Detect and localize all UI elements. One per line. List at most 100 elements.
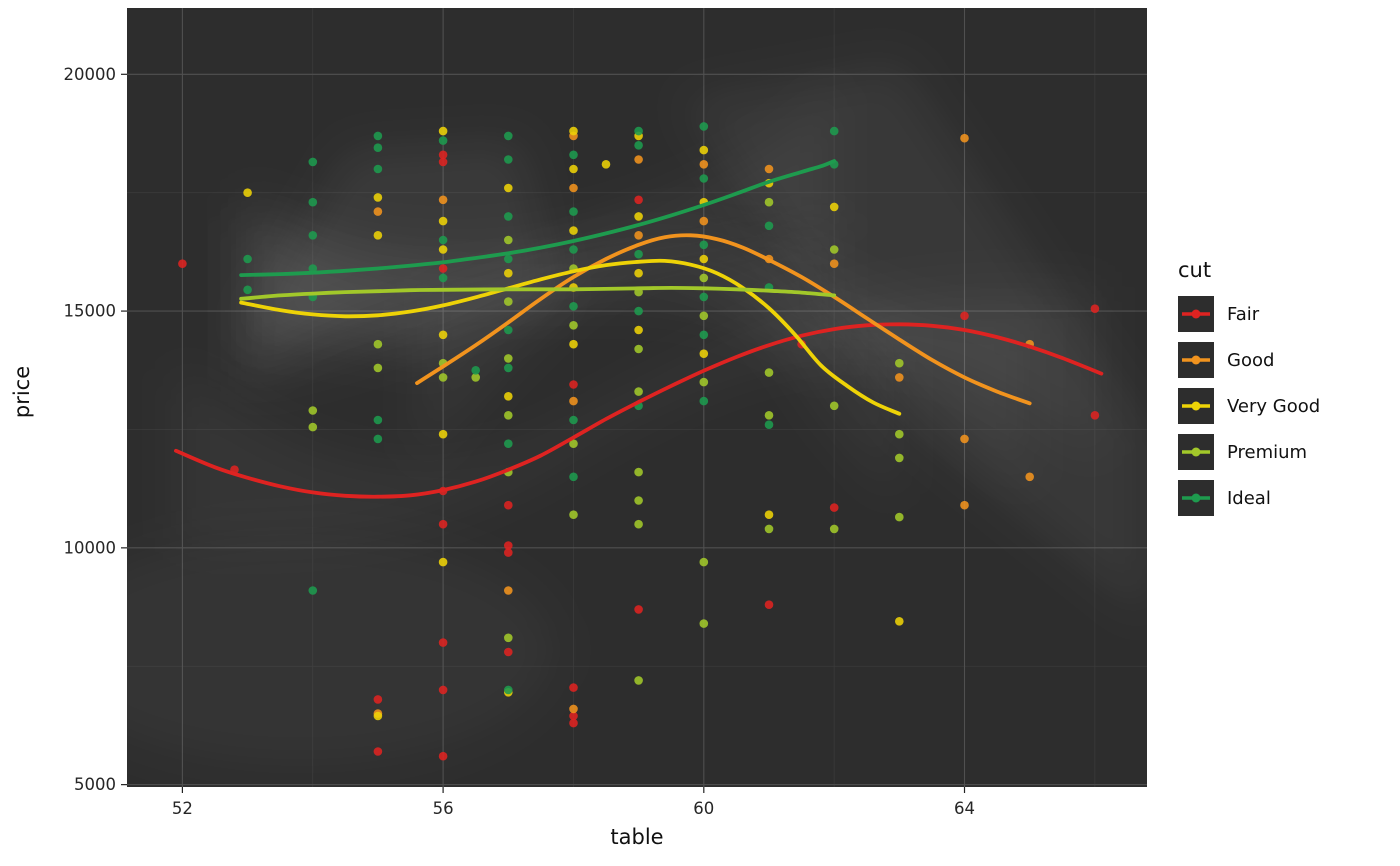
- point: [634, 268, 643, 278]
- point: [634, 126, 643, 136]
- point: [504, 254, 513, 264]
- point: [569, 302, 578, 311]
- point: [699, 254, 709, 264]
- point: [438, 638, 448, 647]
- point: [243, 254, 252, 264]
- point: [438, 126, 448, 136]
- point: [438, 519, 448, 529]
- point: [699, 377, 709, 387]
- point: [471, 366, 481, 375]
- point: [504, 548, 513, 557]
- point: [960, 434, 969, 444]
- point: [1025, 472, 1034, 482]
- point: [569, 226, 578, 235]
- point: [569, 711, 578, 721]
- point: [699, 292, 709, 302]
- point: [699, 273, 709, 283]
- point: [569, 396, 578, 406]
- point: [438, 264, 448, 273]
- point: [438, 373, 448, 382]
- point: [504, 268, 513, 278]
- y-axis-title: price: [10, 365, 34, 419]
- point: [829, 524, 839, 534]
- point: [504, 325, 513, 335]
- x-tick-label: 64: [954, 799, 975, 818]
- point: [764, 164, 774, 174]
- point: [504, 411, 513, 420]
- point: [829, 401, 839, 411]
- point: [504, 586, 513, 595]
- point: [699, 240, 709, 250]
- point: [634, 467, 643, 477]
- point: [504, 297, 513, 306]
- point: [308, 231, 318, 240]
- point: [438, 195, 448, 205]
- point: [895, 429, 904, 439]
- point: [308, 264, 318, 273]
- legend-item-good: Good: [1178, 342, 1320, 378]
- point: [373, 131, 383, 141]
- point: [699, 557, 709, 567]
- point: [438, 557, 448, 567]
- x-tick-label: 52: [172, 799, 193, 818]
- point: [569, 718, 578, 728]
- point: [373, 193, 383, 202]
- point: [373, 711, 383, 721]
- point: [895, 512, 904, 522]
- point: [504, 647, 513, 657]
- point: [601, 160, 611, 169]
- point: [569, 245, 578, 254]
- point: [504, 235, 513, 245]
- scatter-layer: [178, 122, 1100, 761]
- point: [438, 150, 448, 160]
- point: [829, 202, 839, 212]
- point: [504, 392, 513, 401]
- axis-tick-labels: 52 56 60 64 5000 10000 15000 20000: [64, 65, 976, 818]
- point: [634, 231, 643, 240]
- point: [308, 406, 318, 415]
- point: [438, 235, 448, 245]
- point: [438, 273, 448, 283]
- smooth-line-fair: [174, 322, 1104, 499]
- point: [634, 141, 643, 150]
- smooth-line-good: [415, 233, 1032, 406]
- point: [504, 155, 513, 164]
- point: [960, 500, 969, 510]
- point: [438, 245, 448, 254]
- point: [308, 197, 318, 207]
- point: [829, 126, 839, 136]
- point: [438, 157, 448, 167]
- point: [178, 259, 187, 269]
- point: [699, 619, 709, 628]
- point: [504, 363, 513, 373]
- point: [764, 420, 774, 430]
- axis-ticks: [121, 73, 966, 793]
- point: [569, 380, 578, 389]
- legend-item-very-good: Very Good: [1178, 388, 1320, 424]
- point: [699, 216, 709, 226]
- point: [504, 354, 513, 363]
- point: [699, 330, 709, 340]
- point: [569, 183, 578, 193]
- y-tick-label: 15000: [64, 302, 117, 321]
- point: [243, 285, 252, 295]
- point: [373, 339, 383, 349]
- legend-item-fair: Fair: [1178, 296, 1320, 332]
- point: [960, 311, 969, 321]
- point: [308, 422, 318, 432]
- legend-items: Fair Good Very Good Premium Ideal: [1178, 296, 1320, 516]
- legend-key-good: [1178, 342, 1214, 378]
- point: [895, 358, 904, 368]
- point: [699, 122, 709, 131]
- point: [895, 453, 904, 463]
- point: [504, 131, 513, 141]
- x-axis-title: table: [610, 825, 664, 849]
- point: [764, 197, 774, 207]
- point: [373, 695, 383, 704]
- legend-item-premium: Premium: [1178, 434, 1320, 470]
- point: [569, 704, 578, 714]
- point: [438, 136, 448, 145]
- point: [569, 415, 578, 425]
- point: [634, 519, 643, 529]
